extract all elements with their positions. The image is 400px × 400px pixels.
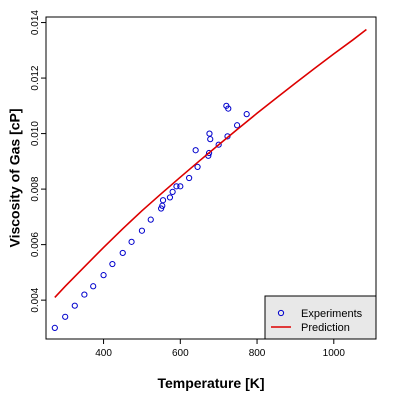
- plot-frame: [45, 16, 377, 340]
- experiment-points: [51, 102, 250, 331]
- data-point: [243, 111, 250, 118]
- x-tick-label: 800: [249, 348, 266, 359]
- x-tick-label: 400: [95, 348, 112, 359]
- data-point: [138, 227, 146, 234]
- data-point: [233, 122, 241, 129]
- data-point: [90, 283, 97, 290]
- data-point: [81, 291, 88, 298]
- y-tick-label: 0.004: [30, 287, 41, 312]
- y-axis: 0.004 0.006 0.008 0.010 0.012 0.014: [30, 10, 46, 313]
- y-tick-label: 0.008: [30, 176, 41, 201]
- data-point: [169, 188, 176, 195]
- x-tick-label: 1000: [323, 348, 346, 359]
- data-point: [177, 183, 184, 190]
- data-point: [100, 272, 107, 279]
- data-point: [166, 194, 174, 201]
- data-point: [158, 205, 165, 212]
- data-point: [194, 163, 201, 170]
- x-axis-title: Temperature [K]: [157, 375, 264, 391]
- data-point: [224, 133, 231, 140]
- legend-label-prediction: Prediction: [301, 322, 350, 334]
- y-tick-label: 0.006: [30, 232, 41, 257]
- x-tick-label: 600: [172, 348, 189, 359]
- data-point: [225, 105, 232, 112]
- data-point: [192, 147, 199, 154]
- legend: Experiments Prediction: [264, 295, 377, 340]
- data-point: [215, 141, 222, 148]
- data-point: [51, 324, 58, 331]
- data-point: [62, 313, 69, 320]
- y-axis-title: Viscosity of Gas [cP]: [7, 108, 23, 247]
- data-point: [71, 302, 78, 309]
- data-point: [109, 260, 116, 268]
- data-point: [147, 216, 154, 223]
- legend-label-experiments: Experiments: [301, 308, 363, 320]
- data-point: [205, 149, 213, 157]
- x-axis: 400 600 800 1000: [95, 339, 345, 359]
- data-point: [119, 249, 126, 257]
- y-tick-label: 0.012: [30, 65, 41, 90]
- data-point: [128, 238, 135, 245]
- legend-box: [264, 295, 377, 340]
- prediction-line-layer: [54, 28, 367, 298]
- data-point: [207, 136, 214, 143]
- prediction-line: [54, 28, 367, 298]
- data-point: [159, 197, 167, 204]
- legend-marker-experiments: [277, 309, 285, 317]
- y-tick-label: 0.010: [30, 121, 41, 146]
- data-point: [173, 183, 180, 190]
- y-tick-label: 0.014: [30, 10, 41, 35]
- data-point: [186, 174, 193, 182]
